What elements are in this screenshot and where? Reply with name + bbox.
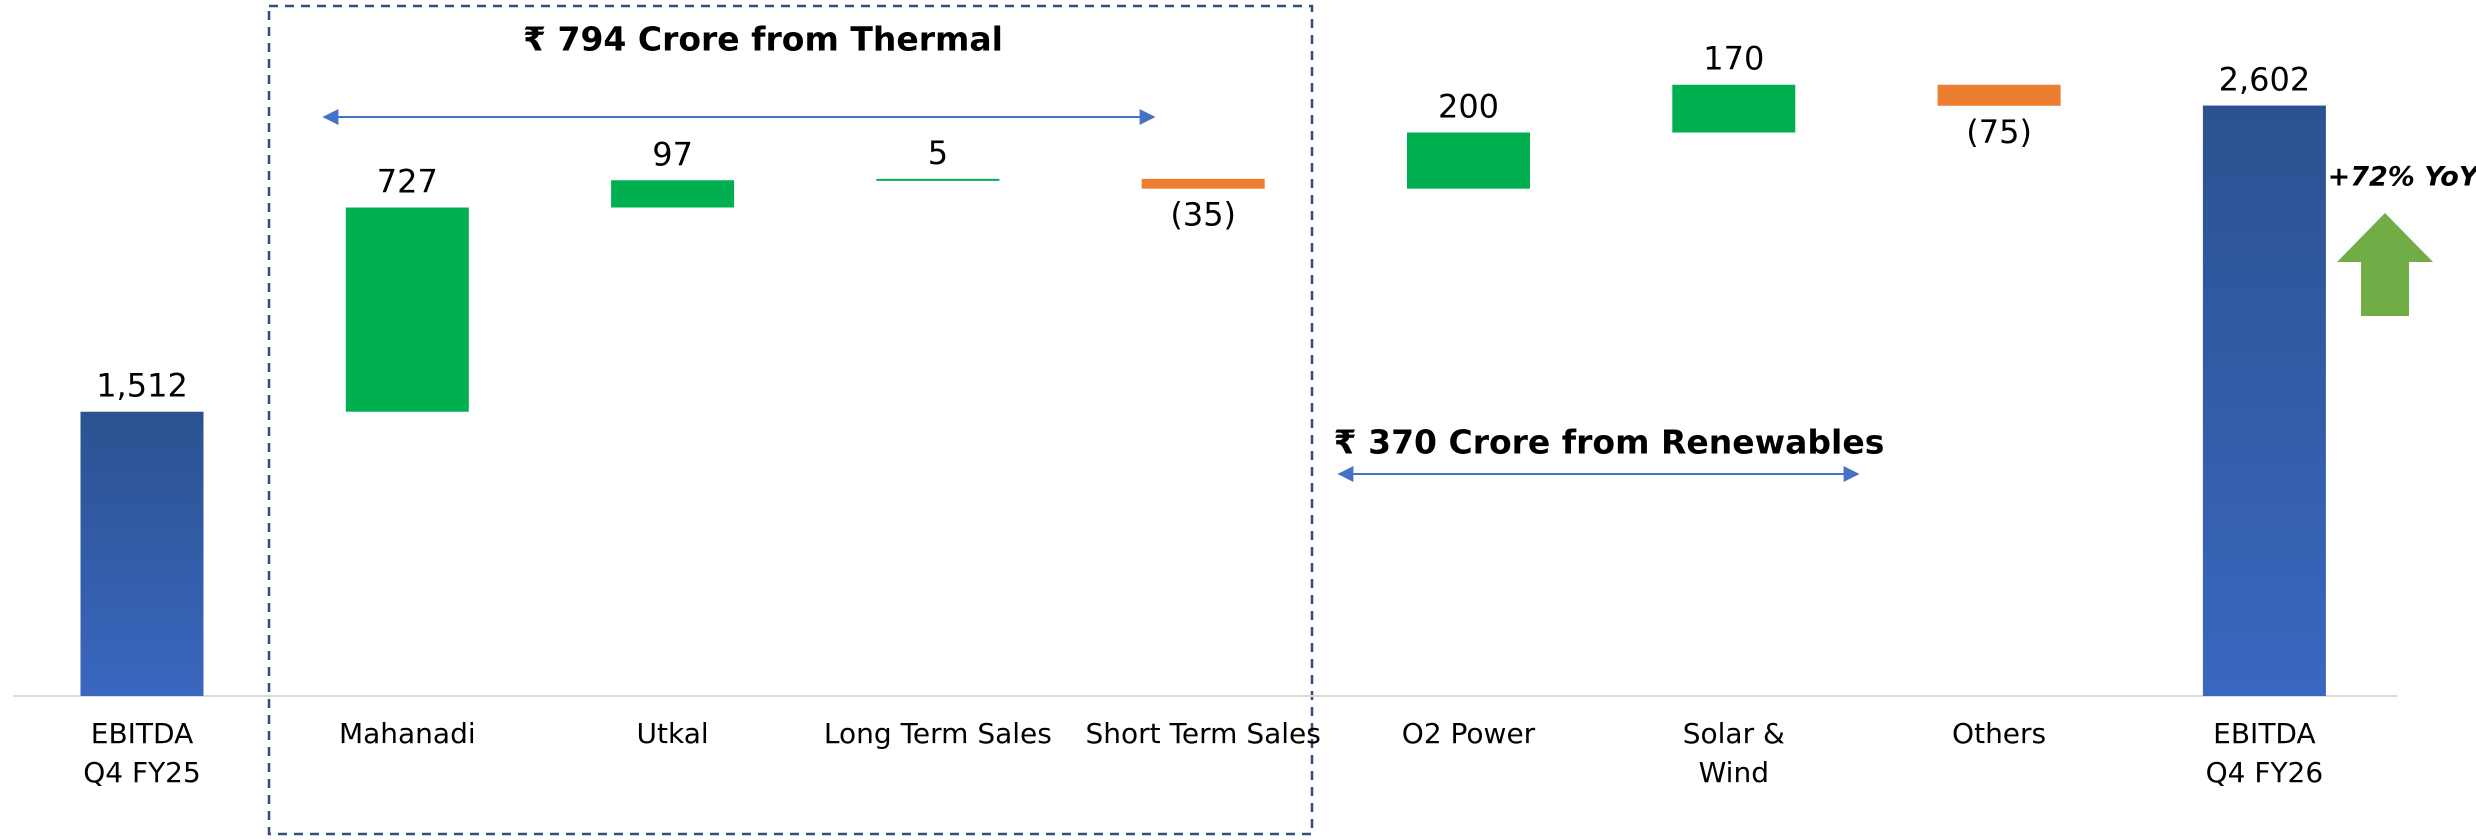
bar [2202, 105, 2326, 696]
bar [1141, 178, 1265, 189]
category-label: Q4 FY25 [83, 756, 201, 789]
bar [611, 180, 735, 208]
yoy-annotation: +72% YoY [2328, 162, 2476, 193]
value-label: (75) [1966, 113, 2032, 151]
up-arrow [2337, 213, 2433, 316]
category-label: Utkal [637, 717, 709, 750]
value-label: 2,602 [2219, 61, 2311, 99]
bar [345, 207, 469, 412]
value-label: 1,512 [96, 367, 188, 405]
value-label: 97 [652, 135, 693, 173]
value-label: 5 [928, 134, 948, 172]
value-label: 727 [377, 162, 438, 200]
thermal-annotation: ₹ 794 Crore from Thermal [523, 20, 1003, 59]
bar [80, 411, 204, 696]
thermal-box [267, 4, 1314, 836]
bar [1937, 84, 2061, 106]
category-label: Wind [1699, 756, 1769, 789]
value-label: 170 [1703, 40, 1764, 78]
category-label: Q4 FY26 [2206, 756, 2324, 789]
category-label: EBITDA [91, 717, 193, 750]
category-label: Long Term Sales [824, 717, 1052, 750]
category-label: O2 Power [1402, 717, 1536, 750]
category-label: Others [1952, 717, 2046, 750]
bar [1407, 132, 1530, 189]
bar [1672, 84, 1796, 133]
renewables-annotation: ₹ 370 Crore from Renewables [1334, 423, 1885, 462]
value-label: 200 [1438, 87, 1499, 125]
category-label: Mahanadi [339, 717, 476, 750]
bar [876, 178, 1000, 181]
category-label: Short Term Sales [1086, 717, 1321, 750]
value-label: (35) [1170, 196, 1236, 234]
category-label: EBITDA [2213, 717, 2315, 750]
category-label: Solar & [1683, 717, 1785, 750]
